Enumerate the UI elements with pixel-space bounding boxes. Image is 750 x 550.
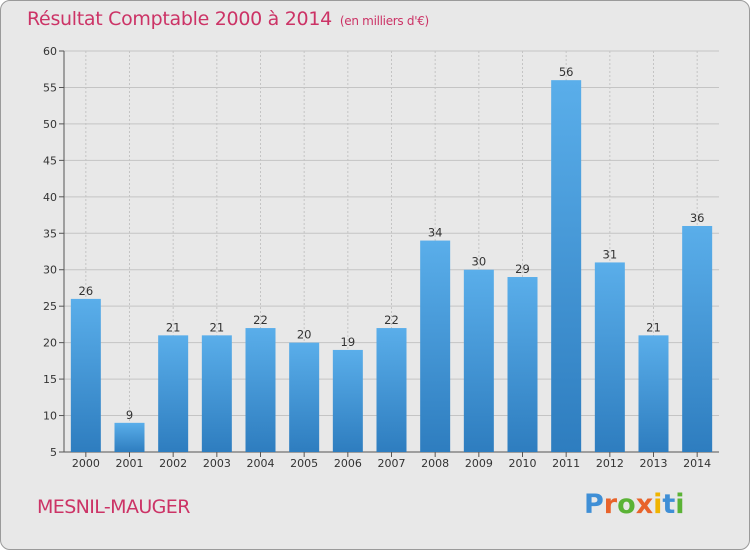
logo-letter-1: r bbox=[603, 489, 618, 520]
bar-2004[interactable] bbox=[245, 328, 276, 452]
x-tick-label-2010: 2010 bbox=[509, 457, 537, 470]
logo-letter-2: o bbox=[617, 489, 636, 520]
logo-letter-6: i bbox=[675, 489, 685, 520]
bar-2009[interactable] bbox=[463, 269, 494, 452]
y-tick-label: 55 bbox=[43, 81, 57, 94]
x-tick-label-2001: 2001 bbox=[116, 457, 144, 470]
logo-letter-3: x bbox=[635, 489, 654, 520]
value-label-2011: 56 bbox=[559, 65, 574, 79]
x-tick-label-2007: 2007 bbox=[378, 457, 406, 470]
x-tick-label-2005: 2005 bbox=[290, 457, 318, 470]
value-label-2006: 19 bbox=[341, 335, 356, 349]
y-tick-label: 35 bbox=[43, 227, 57, 240]
bar-2003[interactable] bbox=[201, 335, 232, 452]
chart-title-text: Résultat Comptable 2000 à 2014 bbox=[27, 8, 332, 30]
bar-2008[interactable] bbox=[420, 240, 451, 452]
y-tick-label: 10 bbox=[43, 410, 57, 423]
y-tick-label: 45 bbox=[43, 154, 57, 167]
x-tick-label-2008: 2008 bbox=[421, 457, 449, 470]
logo-letter-5: t bbox=[662, 489, 676, 520]
y-tick-label: 30 bbox=[43, 264, 57, 277]
x-tick-label-2000: 2000 bbox=[72, 457, 100, 470]
proxiti-logo[interactable]: Proxiti bbox=[584, 489, 685, 520]
x-tick-label-2003: 2003 bbox=[203, 457, 231, 470]
bar-2012[interactable] bbox=[594, 262, 625, 452]
value-label-2013: 21 bbox=[646, 320, 661, 334]
commune-name: MESNIL-MAUGER bbox=[37, 496, 190, 518]
value-label-2001: 9 bbox=[126, 408, 133, 422]
bars bbox=[70, 80, 713, 452]
bar-2001[interactable] bbox=[114, 422, 145, 452]
x-tick-label-2009: 2009 bbox=[465, 457, 493, 470]
bar-2007[interactable] bbox=[376, 328, 407, 452]
value-label-2005: 20 bbox=[297, 328, 312, 342]
y-tick-label: 15 bbox=[43, 373, 57, 386]
value-label-2002: 21 bbox=[166, 320, 181, 334]
y-tick-label: 40 bbox=[43, 191, 57, 204]
labels: 5 10 15 20 25 30 35 40 45 50 55 60 26 2000 9 2001 21 2002… bbox=[43, 45, 711, 470]
value-label-2014: 36 bbox=[690, 211, 705, 225]
x-tick-label-2011: 2011 bbox=[552, 457, 580, 470]
bar-2005[interactable] bbox=[289, 342, 320, 452]
value-label-2009: 30 bbox=[472, 255, 487, 269]
logo-letter-0: P bbox=[584, 489, 604, 520]
x-tick-label-2006: 2006 bbox=[334, 457, 362, 470]
x-tick-label-2004: 2004 bbox=[247, 457, 275, 470]
y-tick-label: 20 bbox=[43, 337, 57, 350]
x-tick-label-2002: 2002 bbox=[159, 457, 187, 470]
y-tick-label: 50 bbox=[43, 118, 57, 131]
chart-subtitle: (en milliers d'€) bbox=[339, 14, 429, 28]
bar-2002[interactable] bbox=[158, 335, 189, 452]
value-label-2000: 26 bbox=[79, 284, 94, 298]
y-tick-label: 25 bbox=[43, 300, 57, 313]
bar-2011[interactable] bbox=[551, 80, 582, 452]
x-tick-label-2013: 2013 bbox=[640, 457, 668, 470]
value-label-2008: 34 bbox=[428, 226, 443, 240]
y-tick-label: 5 bbox=[50, 446, 57, 459]
value-label-2007: 22 bbox=[384, 313, 399, 327]
y-tick-label: 60 bbox=[43, 45, 57, 58]
chart-title: Résultat Comptable 2000 à 2014 (en millie… bbox=[27, 8, 429, 30]
x-tick-label-2014: 2014 bbox=[683, 457, 711, 470]
value-label-2010: 29 bbox=[515, 262, 530, 276]
bar-2010[interactable] bbox=[507, 277, 538, 452]
logo-letter-4: i bbox=[653, 489, 663, 520]
bar-2006[interactable] bbox=[332, 349, 363, 452]
value-label-2004: 22 bbox=[253, 313, 268, 327]
value-label-2012: 31 bbox=[603, 247, 618, 261]
bar-2000[interactable] bbox=[70, 298, 101, 452]
bar-2014[interactable] bbox=[682, 225, 713, 452]
bar-2013[interactable] bbox=[638, 335, 669, 452]
x-tick-label-2012: 2012 bbox=[596, 457, 624, 470]
value-label-2003: 21 bbox=[210, 320, 225, 334]
